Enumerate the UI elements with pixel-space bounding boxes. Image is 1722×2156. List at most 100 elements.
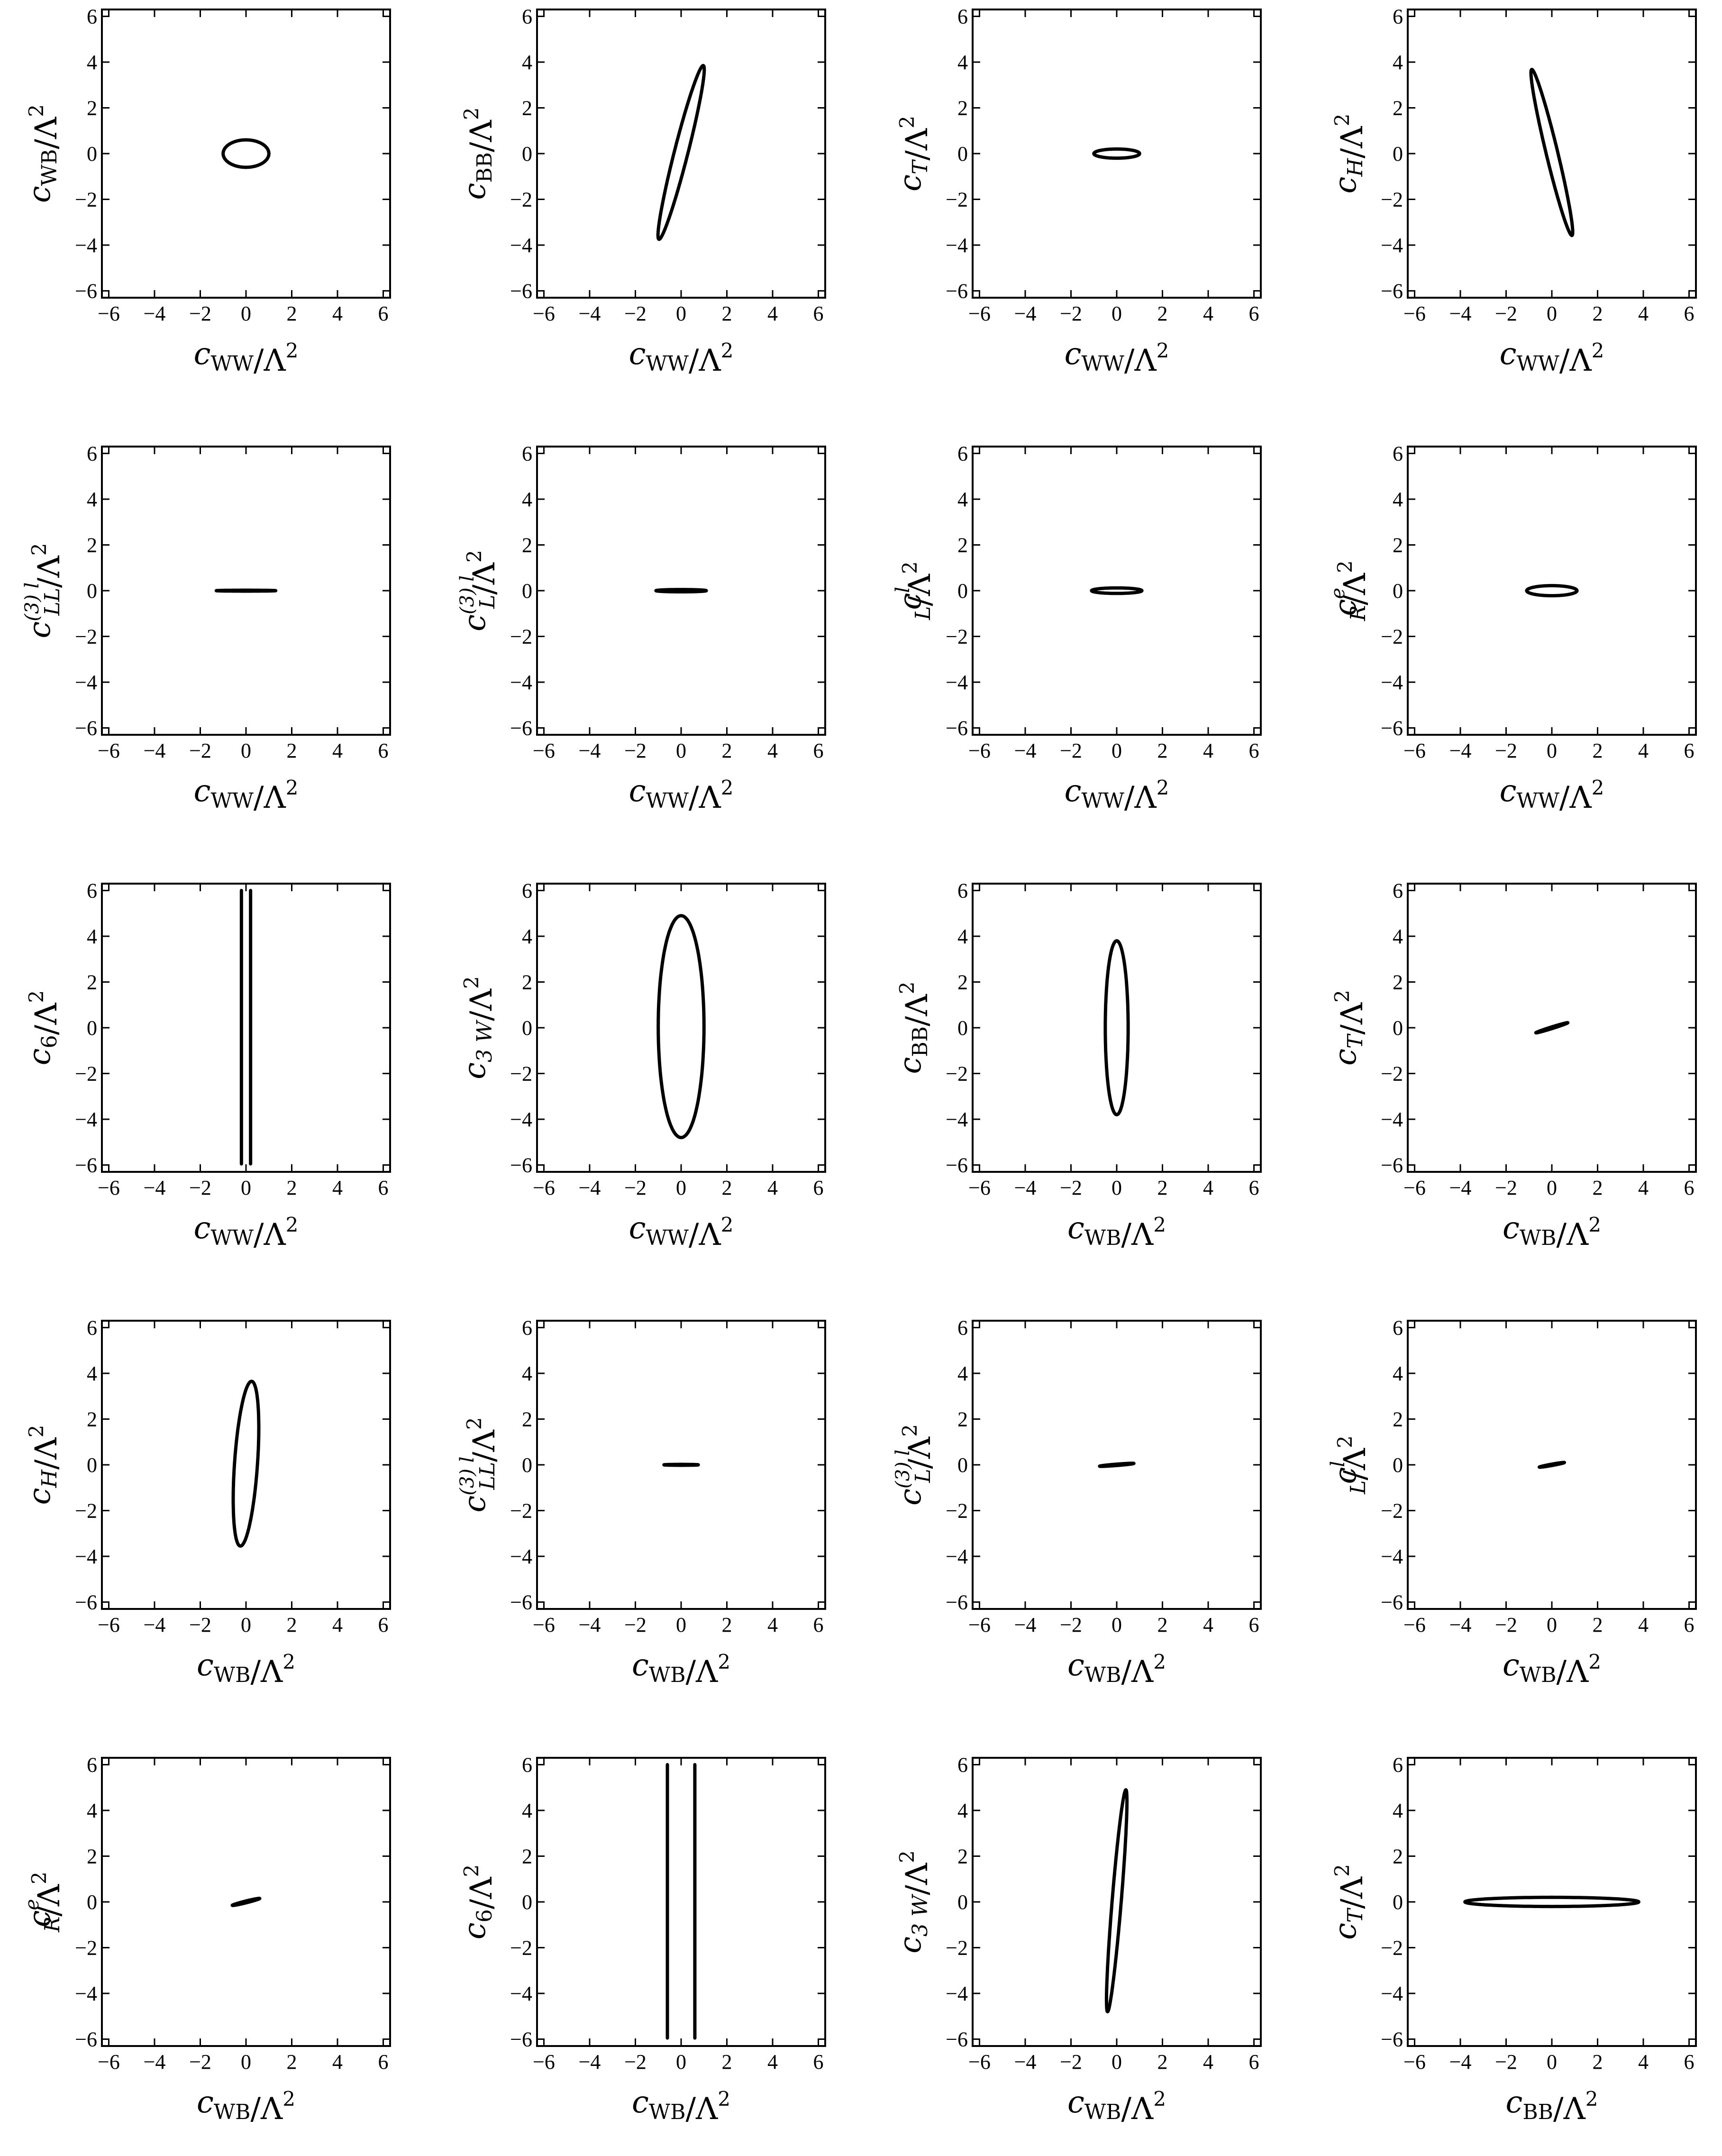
plot-frame xyxy=(101,9,391,299)
y-axis-label: cBB/Λ2 xyxy=(893,981,935,1074)
y-tick-label: −6 xyxy=(75,280,97,303)
y-axis-label: c(3) lLL/Λ2 xyxy=(21,543,67,639)
y-tick-label: −4 xyxy=(1381,1545,1403,1568)
x-tick-label: −4 xyxy=(144,1613,166,1636)
x-tick-label: −2 xyxy=(624,302,647,325)
y-tick-label: 6 xyxy=(87,442,97,465)
x-tick-label: −4 xyxy=(1014,2050,1037,2074)
x-tick-label: 0 xyxy=(241,739,251,762)
x-tick-label: −2 xyxy=(1495,302,1517,325)
confidence-contour xyxy=(1534,1021,1570,1035)
y-tick-label: 0 xyxy=(87,1453,97,1477)
y-tick-label: −2 xyxy=(510,188,532,211)
y-tick-label: −4 xyxy=(946,1545,968,1568)
y-tick-label: 0 xyxy=(87,1016,97,1040)
y-tick-label: −6 xyxy=(1381,1591,1403,1614)
x-tick-label: −6 xyxy=(533,739,555,762)
y-tick-label: −6 xyxy=(1381,1154,1403,1177)
x-tick-label: −2 xyxy=(624,2050,647,2074)
y-tick-label: −2 xyxy=(1381,1937,1403,1960)
y-tick-label: 4 xyxy=(522,925,532,948)
y-tick-label: 6 xyxy=(87,879,97,902)
y-tick-label: −2 xyxy=(510,625,532,649)
x-tick-label: 4 xyxy=(1203,739,1213,762)
x-tick-label: 2 xyxy=(1593,2050,1603,2074)
y-tick-label: 0 xyxy=(87,142,97,165)
panel: −6 −4 −2 0 2 4 6 −6 −4 −2 0 2 4 6 cWB/Λ2 ceR/Λ2 xyxy=(21,1753,391,2127)
y-tick-label: 0 xyxy=(957,142,968,165)
x-tick-label: −6 xyxy=(98,1176,120,1199)
x-tick-label: 0 xyxy=(1547,1613,1557,1636)
plot-frame xyxy=(536,9,826,299)
x-tick-label: 4 xyxy=(332,1613,343,1636)
x-tick-label: −6 xyxy=(98,2050,120,2074)
x-tick-label: 2 xyxy=(287,2050,297,2074)
x-tick-label: −4 xyxy=(579,302,601,325)
x-tick-label: 0 xyxy=(1112,1176,1122,1199)
y-tick-label: −2 xyxy=(1381,1499,1403,1523)
plot-frame xyxy=(972,446,1262,736)
x-tick-label: −6 xyxy=(968,302,991,325)
x-tick-label: −4 xyxy=(1014,302,1037,325)
y-tick-label: −6 xyxy=(510,2028,532,2051)
y-tick-label: −6 xyxy=(510,1154,532,1177)
x-tick-label: −6 xyxy=(1403,739,1426,762)
panel: −6 −4 −2 0 2 4 6 −6 −4 −2 0 2 4 6 cWW/Λ2 cH/Λ2 xyxy=(1328,5,1697,378)
x-axis-label: cWW/Λ2 xyxy=(629,1211,734,1252)
x-tick-label: −2 xyxy=(189,1613,211,1636)
x-tick-label: 4 xyxy=(1638,302,1649,325)
y-tick-label: −4 xyxy=(75,1108,97,1131)
x-tick-label: 6 xyxy=(1684,1613,1695,1636)
x-tick-label: 6 xyxy=(378,1613,389,1636)
x-tick-label: −2 xyxy=(1495,1613,1517,1636)
x-tick-label: 0 xyxy=(241,2050,251,2074)
x-tick-label: 6 xyxy=(813,2050,824,2074)
x-tick-label: 0 xyxy=(241,1613,251,1636)
x-tick-label: 0 xyxy=(676,1613,686,1636)
y-axis-label: cT/Λ2 xyxy=(1328,1864,1370,1940)
y-tick-label: 6 xyxy=(957,5,968,28)
panel: −6 −4 −2 0 2 4 6 −6 −4 −2 0 2 4 6 cWW/Λ2 cT/Λ2 xyxy=(893,5,1262,378)
x-tick-label: 4 xyxy=(332,2050,343,2074)
x-tick-label: 6 xyxy=(1249,1176,1259,1199)
x-axis-label: cWB/Λ2 xyxy=(1503,1648,1601,1690)
x-tick-label: 2 xyxy=(287,739,297,762)
panel: −6 −4 −2 0 2 4 6 −6 −4 −2 0 2 4 6 cWW/Λ2 c(3) lL/Λ2 xyxy=(456,442,826,815)
y-tick-label: 4 xyxy=(87,925,97,948)
x-tick-label: 6 xyxy=(1684,302,1695,325)
x-tick-label: 0 xyxy=(241,302,251,325)
y-tick-label: 6 xyxy=(522,442,532,465)
y-tick-label: 2 xyxy=(957,96,968,119)
x-tick-label: 2 xyxy=(1593,302,1603,325)
y-tick-label: 0 xyxy=(87,579,97,603)
x-tick-label: −2 xyxy=(624,739,647,762)
confidence-contour xyxy=(1103,939,1130,1116)
y-tick-label: 0 xyxy=(957,1453,968,1477)
y-tick-label: 4 xyxy=(87,51,97,74)
panel: −6 −4 −2 0 2 4 6 −6 −4 −2 0 2 4 6 cWB/Λ2 c3 W/Λ2 xyxy=(893,1753,1262,2127)
x-tick-label: 4 xyxy=(1203,1613,1213,1636)
x-tick-label: −6 xyxy=(968,739,991,762)
confidence-contour xyxy=(214,588,278,593)
x-tick-label: 2 xyxy=(1157,302,1168,325)
y-tick-label: 0 xyxy=(522,1891,532,1914)
x-tick-label: 4 xyxy=(1203,2050,1213,2074)
x-tick-label: 2 xyxy=(722,302,732,325)
x-tick-label: −6 xyxy=(533,2050,555,2074)
confidence-contour xyxy=(231,1379,261,1548)
panel: −6 −4 −2 0 2 4 6 −6 −4 −2 0 2 4 6 cWW/Λ2 c3 W/Λ2 xyxy=(457,879,826,1252)
confidence-contour xyxy=(662,1462,700,1467)
x-tick-label: 6 xyxy=(813,1613,824,1636)
x-tick-label: −6 xyxy=(98,1613,120,1636)
y-tick-label: 6 xyxy=(1393,1753,1403,1776)
confidence-contour xyxy=(230,1897,262,1907)
x-tick-label: 2 xyxy=(1157,2050,1168,2074)
y-tick-label: −4 xyxy=(946,1982,968,2005)
y-tick-label: 4 xyxy=(87,1799,97,1822)
x-tick-label: 6 xyxy=(378,2050,389,2074)
x-axis-label: cWW/Λ2 xyxy=(1500,337,1604,378)
y-tick-label: −6 xyxy=(946,1154,968,1177)
y-tick-label: 0 xyxy=(1393,579,1403,603)
x-tick-label: 0 xyxy=(1112,1613,1122,1636)
y-tick-label: −2 xyxy=(1381,1062,1403,1086)
